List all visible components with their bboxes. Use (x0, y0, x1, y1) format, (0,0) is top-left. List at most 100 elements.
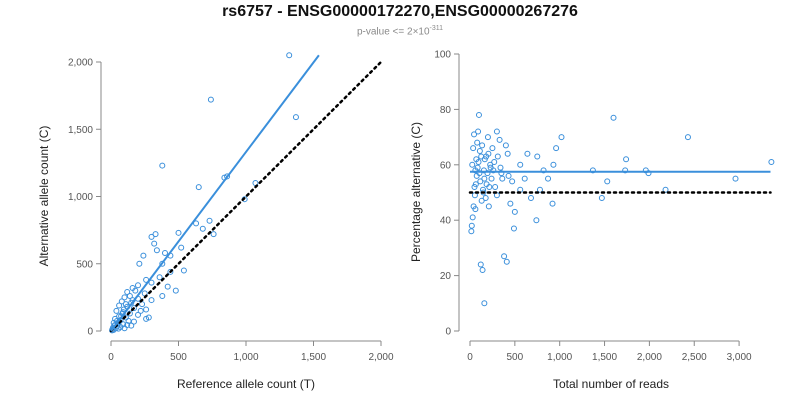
data-point (469, 161, 476, 168)
data-point (121, 294, 128, 301)
data-point (472, 181, 479, 188)
data-point (126, 293, 133, 300)
data-point (143, 306, 150, 313)
data-point (137, 307, 144, 314)
data-point (124, 288, 131, 295)
data-point (492, 183, 499, 190)
data-point (159, 162, 166, 169)
data-point (496, 136, 503, 143)
data-point (732, 175, 739, 182)
data-point (478, 197, 485, 204)
y-tick-label: 60 (440, 160, 452, 171)
data-point (121, 325, 128, 332)
data-point (471, 183, 478, 190)
data-point (180, 267, 187, 274)
data-point (130, 318, 137, 325)
data-point (136, 260, 143, 267)
data-point (549, 200, 556, 207)
data-point (474, 139, 481, 146)
x-tick-label: 2,000 (368, 352, 393, 363)
subtitle-exponent: -311 (429, 25, 444, 32)
data-point (468, 228, 475, 235)
data-point (550, 161, 557, 168)
x-tick-label: 2,000 (637, 352, 662, 363)
data-point (159, 260, 166, 267)
data-point (130, 305, 137, 312)
data-point (502, 142, 509, 149)
chart-panel-1: 0 500 1,000 1,500 2,000 0 500 1,000 1,500 2,000 Re… (37, 52, 394, 391)
y-axis-label: Percentage alternative (C) (409, 122, 423, 262)
data-point (475, 128, 482, 135)
data-point (505, 172, 512, 179)
data-point (589, 167, 596, 174)
y-axis-label: Alternative allele count (C) (37, 126, 51, 267)
y-tick-label: 80 (440, 105, 452, 116)
y-tick-label: 0 (87, 327, 93, 338)
data-point (470, 145, 477, 152)
y-tick-label: 500 (76, 259, 93, 270)
data-point (487, 161, 494, 168)
data-point (536, 186, 543, 193)
x-tick-label: 0 (467, 352, 473, 363)
data-point (510, 225, 517, 232)
x-tick-label: 500 (170, 352, 187, 363)
data-point (109, 327, 116, 334)
x-tick-label: 3,000 (727, 352, 752, 363)
data-point (481, 175, 488, 182)
data-point (292, 114, 299, 121)
data-point (162, 249, 168, 256)
data-point (533, 217, 540, 224)
data-point (148, 297, 155, 304)
data-point (558, 134, 565, 141)
data-point (553, 145, 560, 152)
data-point (486, 183, 493, 190)
data-point (684, 134, 691, 141)
data-point (481, 156, 488, 163)
data-point (195, 184, 202, 191)
data-point (118, 298, 125, 305)
data-point (482, 195, 489, 202)
data-point (503, 258, 510, 265)
y-tick-label: 1,500 (68, 125, 93, 136)
data-point (494, 153, 501, 160)
subtitle-prefix: p-value <= 2×10 (356, 26, 430, 38)
data-point (474, 164, 481, 171)
data-point (604, 178, 611, 185)
data-point (156, 274, 163, 281)
x-tick-label: 0 (108, 352, 114, 363)
y-tick-label: 2,000 (68, 58, 93, 69)
data-point (475, 159, 482, 166)
data-point (159, 293, 166, 300)
chart-panel-2: 0 500 1,000 1,500 2,000 2,500 3,000 0 20 40 60 80 10… (409, 50, 775, 391)
data-point (148, 279, 155, 286)
data-point (469, 214, 476, 221)
data-point (768, 159, 775, 166)
data-point (490, 167, 497, 174)
data-point (477, 261, 484, 268)
data-point (207, 96, 214, 103)
data-point (540, 167, 547, 174)
data-point (534, 153, 541, 160)
data-point (497, 164, 504, 171)
data-point (501, 253, 508, 260)
data-point (286, 52, 293, 59)
data-point (135, 282, 141, 289)
data-point (140, 252, 147, 259)
data-point (662, 186, 669, 193)
data-point (178, 244, 185, 251)
data-point (545, 175, 552, 182)
data-point (113, 307, 120, 314)
x-tick-label: 2,500 (682, 352, 707, 363)
y-tick-label: 1,000 (68, 192, 93, 203)
data-point (489, 145, 496, 152)
data-point (524, 150, 531, 157)
data-point (175, 229, 182, 236)
reference-line (109, 60, 383, 333)
data-point (122, 301, 129, 308)
x-axis-label: Total number of reads (553, 377, 669, 391)
data-point (504, 150, 511, 157)
data-point (164, 283, 171, 290)
data-point (521, 175, 528, 182)
data-point (206, 217, 213, 224)
data-point (623, 156, 630, 163)
